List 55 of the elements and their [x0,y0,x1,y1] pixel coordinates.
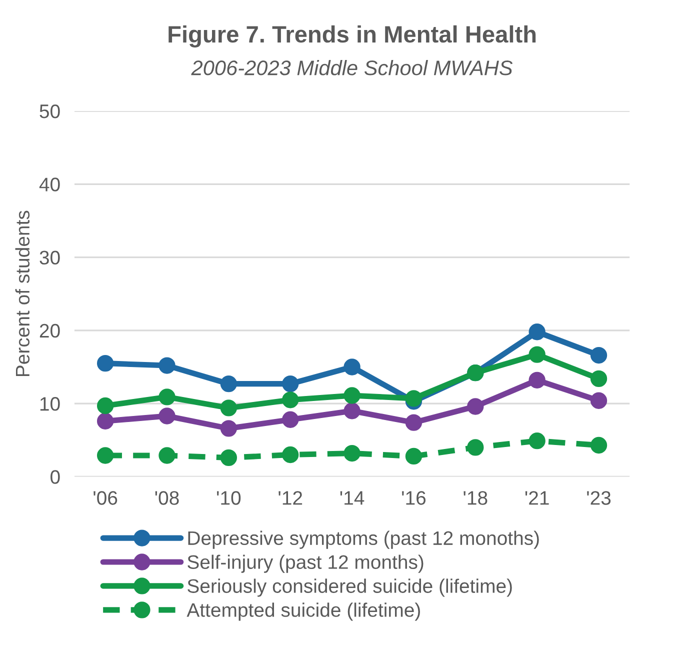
x-tick-label: '12 [278,491,302,505]
point [590,370,608,388]
x-tick-label: '16 [402,491,426,505]
point [282,446,299,464]
point [96,354,114,372]
point [344,444,360,462]
point [220,420,238,437]
point [96,397,114,414]
x-tick-label: '23 [587,491,611,505]
point [590,392,608,409]
point [220,400,238,416]
y-tick-label: 40 [39,178,60,192]
legend-label: Attempted suicide (lifetime) [186,602,420,621]
x-tick-label: '08 [155,491,179,505]
chart-subtitle: 2006-2023 Middle School MWAHS [191,60,513,76]
point [158,447,176,464]
point [344,402,360,420]
x-tick-label: '06 [94,491,118,505]
point [344,358,360,376]
point [220,375,238,392]
point [528,372,546,388]
point [528,324,546,340]
point [96,412,114,430]
point [467,439,484,456]
y-axis-title: Percent of students [15,210,30,376]
y-tick-label: 30 [40,250,60,265]
point [344,387,360,404]
y-tick-label: 0 [50,470,60,484]
legend-label: Self-injury (past 12 months) [188,554,424,573]
point [282,411,299,428]
point [158,357,176,374]
point [590,346,608,364]
point [590,436,608,454]
y-tick-label: 10 [40,397,60,411]
point [405,390,422,407]
x-tick-label: '18 [464,491,488,505]
point [528,346,546,363]
chart-title: Figure 7. Trends in Mental Health [168,25,536,48]
y-tick-label: 20 [40,324,60,338]
x-tick-label: '10 [216,491,241,505]
point [405,448,422,465]
point [158,388,176,406]
point [220,449,238,466]
point [282,392,299,408]
point [158,408,176,424]
point [96,447,114,464]
point [282,375,299,392]
point [405,414,422,431]
point [528,432,546,450]
x-tick-label: '21 [525,491,549,505]
legend-label: Seriously considered suicide (lifetime) [188,578,512,597]
legend-label: Depressive symptoms (past 12 monoths) [188,530,539,549]
x-tick-label: '14 [340,491,364,505]
point [467,398,484,415]
y-tick-label: 50 [40,104,60,118]
